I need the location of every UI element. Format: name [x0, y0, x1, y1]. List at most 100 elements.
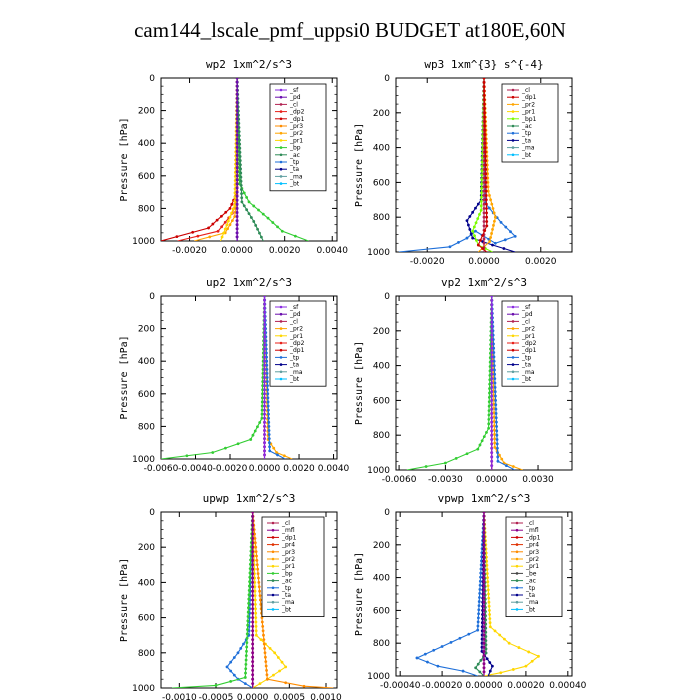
legend-label: _ta — [289, 166, 299, 173]
series-point — [490, 202, 494, 206]
series-point — [239, 167, 242, 171]
series-point — [238, 155, 242, 158]
series-point — [235, 211, 239, 214]
series-point — [485, 431, 488, 434]
series-point — [494, 403, 498, 407]
series-point — [261, 629, 265, 633]
series-point — [487, 395, 491, 399]
series-point — [444, 461, 447, 465]
series-point — [263, 319, 266, 322]
series-point — [253, 594, 257, 597]
series-point — [483, 124, 487, 128]
series-point — [492, 223, 495, 227]
series-point — [493, 390, 497, 394]
series-point — [245, 195, 249, 199]
series-point — [499, 221, 503, 224]
legend-label: _pr1 — [289, 333, 303, 340]
legend-label: _pr1 — [525, 563, 539, 570]
series-point — [504, 225, 508, 229]
legend-label: _pr2 — [289, 130, 303, 137]
series-point — [480, 645, 484, 649]
series-point — [482, 547, 486, 551]
y-tick-label: 0 — [384, 508, 390, 518]
series-point — [527, 650, 531, 654]
series-point — [238, 159, 242, 162]
series-point — [263, 314, 266, 318]
legend-label: _pr1 — [281, 563, 295, 570]
series-point — [490, 372, 494, 376]
series-point — [284, 665, 288, 669]
legend-marker — [511, 327, 515, 330]
series-point — [263, 445, 266, 449]
series-point — [482, 658, 486, 661]
series-point — [251, 581, 255, 584]
series-point — [457, 241, 460, 244]
series-point — [211, 451, 215, 454]
series-point — [244, 671, 247, 675]
series-point — [251, 607, 255, 611]
series-point — [480, 439, 484, 443]
series-point — [484, 189, 488, 193]
series-point — [251, 554, 255, 558]
series-point — [264, 660, 268, 663]
series-point — [276, 453, 279, 457]
y-axis-label: Pressure [hPa] — [354, 341, 365, 425]
series-point — [482, 641, 486, 645]
legend-marker — [279, 167, 283, 171]
y-tick-label: 1000 — [367, 466, 390, 476]
series-point — [485, 568, 489, 571]
series-point — [484, 647, 488, 651]
series-point — [253, 537, 257, 540]
legend-label: _pr4 — [525, 542, 539, 549]
legend: _sf_pd_cl_dp2_dp1_pr3_pr2_pr1_bp_ac_tp_t… — [269, 83, 327, 192]
series-point — [251, 532, 255, 536]
legend-marker — [279, 124, 283, 128]
legend-marker — [271, 572, 275, 575]
series-point — [493, 629, 497, 633]
series-point — [490, 377, 494, 381]
legend-label: _pd — [521, 311, 533, 318]
series-point — [282, 454, 286, 458]
series-point — [474, 666, 478, 670]
series-point — [485, 224, 489, 228]
series-point — [253, 576, 257, 580]
legend-marker — [279, 139, 283, 142]
series-point — [254, 223, 258, 227]
x-tick-label: 0.0000 — [221, 246, 253, 256]
series-point — [248, 580, 251, 584]
series-point — [251, 541, 255, 545]
series-point — [482, 572, 486, 575]
series-point — [482, 215, 486, 219]
series-point — [481, 247, 484, 250]
series-point — [252, 204, 256, 208]
series-point — [245, 645, 249, 649]
x-tick-label: -0.00020 — [422, 681, 463, 691]
series-point — [259, 235, 263, 239]
series-point — [228, 215, 232, 219]
series-point — [233, 199, 237, 203]
series-point — [235, 207, 239, 210]
series-point — [490, 399, 494, 402]
series-point — [284, 681, 288, 685]
series-point — [251, 669, 255, 672]
series-group — [161, 78, 309, 241]
series-point — [476, 662, 480, 666]
x-tick-label: -0.0005 — [199, 693, 234, 700]
y-tick-label: 600 — [138, 172, 155, 182]
series-point — [482, 181, 486, 184]
series-point — [504, 464, 508, 468]
series-point — [488, 617, 492, 620]
series-point — [488, 661, 492, 664]
series-point — [490, 420, 494, 424]
series-point — [479, 575, 482, 579]
legend-marker — [511, 110, 515, 113]
series-point — [245, 636, 249, 640]
series-point — [263, 425, 266, 428]
series-point — [253, 541, 257, 545]
series-line-dp1 — [161, 78, 238, 241]
series-point — [263, 351, 266, 355]
series-point — [486, 185, 490, 189]
series-point — [490, 433, 494, 437]
series-point — [261, 388, 264, 392]
series-point — [490, 329, 494, 333]
